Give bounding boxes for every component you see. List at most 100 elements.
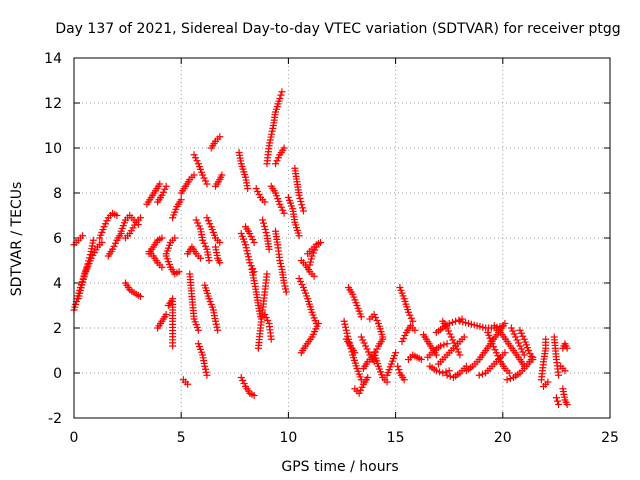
data-point bbox=[495, 355, 503, 363]
data-point bbox=[299, 204, 307, 212]
data-point bbox=[456, 351, 464, 359]
data-point bbox=[359, 336, 367, 344]
data-point bbox=[177, 196, 185, 204]
data-point bbox=[517, 329, 525, 337]
data-point bbox=[249, 236, 257, 243]
data-point bbox=[199, 171, 207, 179]
data-point bbox=[317, 239, 325, 246]
data-point bbox=[297, 198, 305, 206]
data-point bbox=[443, 371, 451, 379]
chart-title: Day 137 of 2021, Sidereal Day-to-day VTE… bbox=[55, 21, 620, 37]
data-point bbox=[491, 346, 499, 354]
data-point bbox=[246, 230, 254, 237]
data-point bbox=[295, 275, 303, 282]
data-point bbox=[156, 180, 164, 188]
data-point bbox=[263, 270, 271, 278]
data-point bbox=[440, 341, 448, 349]
x-axis-label: GPS time / hours bbox=[281, 459, 398, 475]
data-point bbox=[398, 338, 406, 345]
data-point bbox=[519, 332, 527, 340]
data-point bbox=[527, 353, 535, 360]
data-point bbox=[247, 233, 255, 240]
data-point bbox=[282, 285, 290, 293]
data-point bbox=[201, 242, 209, 250]
data-point bbox=[512, 333, 520, 341]
data-point bbox=[262, 229, 270, 237]
data-point bbox=[200, 239, 208, 247]
data-point bbox=[311, 246, 319, 254]
data-point bbox=[312, 243, 320, 251]
data-point bbox=[295, 232, 303, 240]
data-point bbox=[357, 333, 365, 341]
data-point bbox=[503, 376, 511, 384]
data-point bbox=[490, 343, 498, 351]
data-point bbox=[525, 347, 533, 354]
x-tick-label: 15 bbox=[387, 430, 405, 446]
data-point bbox=[519, 348, 527, 356]
data-point bbox=[190, 151, 198, 159]
data-point bbox=[136, 214, 144, 222]
data-point bbox=[488, 340, 496, 348]
data-point bbox=[563, 401, 571, 408]
data-point bbox=[340, 317, 348, 325]
data-point bbox=[194, 219, 202, 227]
data-point bbox=[407, 314, 415, 322]
x-tick-label: 0 bbox=[70, 430, 79, 446]
data-point bbox=[342, 326, 350, 334]
data-point bbox=[111, 239, 119, 247]
data-point bbox=[513, 336, 521, 344]
data-point bbox=[443, 324, 451, 332]
data-point bbox=[444, 327, 452, 335]
data-point bbox=[216, 259, 224, 267]
data-point bbox=[158, 263, 166, 271]
data-point bbox=[448, 318, 456, 326]
x-tick-label: 25 bbox=[601, 430, 619, 446]
data-point bbox=[561, 367, 569, 375]
data-point bbox=[276, 95, 284, 102]
data-point bbox=[200, 174, 208, 182]
data-point bbox=[282, 288, 290, 296]
data-point bbox=[103, 217, 111, 225]
data-point bbox=[280, 209, 288, 217]
data-point bbox=[507, 324, 515, 332]
data-point bbox=[262, 314, 270, 321]
data-point bbox=[190, 171, 198, 179]
data-point bbox=[242, 241, 250, 249]
data-point bbox=[100, 223, 108, 231]
data-point bbox=[454, 348, 462, 356]
data-point bbox=[364, 374, 372, 381]
data-point bbox=[175, 268, 183, 276]
data-point bbox=[520, 351, 528, 359]
data-point bbox=[372, 314, 380, 321]
data-point bbox=[308, 252, 316, 260]
data-point bbox=[296, 194, 304, 202]
data-point bbox=[192, 216, 200, 224]
data-point bbox=[436, 368, 444, 376]
data-point bbox=[442, 368, 450, 376]
data-point bbox=[563, 344, 571, 352]
data-point bbox=[297, 278, 305, 285]
data-point bbox=[452, 342, 460, 350]
data-point bbox=[517, 345, 525, 353]
data-point bbox=[453, 345, 461, 353]
data-point bbox=[460, 333, 468, 341]
data-point bbox=[244, 185, 252, 192]
data-points bbox=[70, 88, 571, 408]
data-point bbox=[363, 345, 371, 353]
data-point bbox=[449, 336, 457, 344]
data-point bbox=[158, 234, 166, 242]
data-point bbox=[542, 335, 550, 343]
data-point bbox=[432, 367, 440, 375]
data-point bbox=[101, 220, 109, 228]
y-tick-label: 4 bbox=[53, 276, 62, 292]
data-point bbox=[239, 377, 247, 384]
data-point bbox=[277, 263, 285, 270]
data-point bbox=[213, 323, 221, 331]
data-point bbox=[162, 182, 170, 190]
data-point bbox=[411, 326, 419, 334]
data-point bbox=[279, 206, 287, 214]
data-point bbox=[515, 339, 523, 347]
data-point bbox=[277, 91, 285, 99]
data-point bbox=[395, 366, 403, 374]
